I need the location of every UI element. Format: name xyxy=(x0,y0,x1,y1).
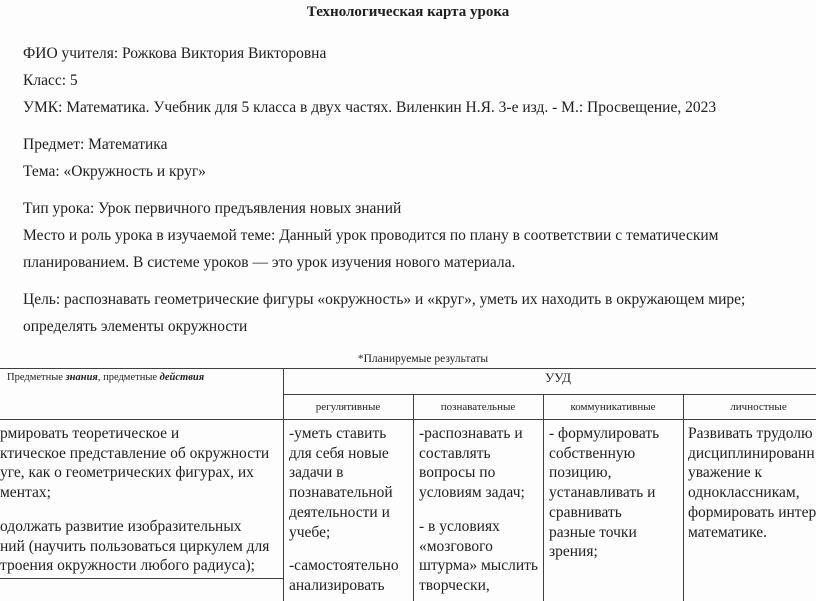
header-subject-knowledge: Предметные знания, предметные действия xyxy=(7,371,279,385)
paragraph: - в условиях «мозгового штурма» мыслить тво… xyxy=(419,517,549,596)
paragraph: -уметь ставить для себя новые задачи в позн… xyxy=(289,424,419,542)
column-divider-3 xyxy=(543,394,544,601)
column-divider-2 xyxy=(413,394,414,601)
column-divider-1 xyxy=(283,368,284,601)
goal-line-1: Цель: распознавать геометрические фигуры… xyxy=(23,291,746,308)
text-line: ментах; xyxy=(0,484,51,502)
text-line: -уметь ставить xyxy=(289,425,387,442)
lesson-place-line-2: планированием. В системе уроков — это ур… xyxy=(23,254,516,271)
text-line: ктическое представление об окружности xyxy=(0,444,270,462)
text-line: составлять xyxy=(419,444,491,462)
text-line: математике. xyxy=(688,523,767,541)
text-line: творчески, xyxy=(419,576,490,594)
text-line: разные точки xyxy=(549,523,637,541)
text-line: одолжать развитие изобразительных xyxy=(0,517,242,535)
cell-subject-knowledge: рмировать теоретическое и ктическое предс… xyxy=(0,424,281,590)
subheader-cognitive: познавательные xyxy=(440,401,516,413)
text-line: - в условиях xyxy=(419,517,500,535)
umk-line: УМК: Математика. Учебник для 5 класса в … xyxy=(23,99,717,116)
column-divider-4 xyxy=(683,394,684,601)
header-text-emphasis-2: действия xyxy=(159,372,205,383)
topic-line: Тема: «Окружность и круг» xyxy=(23,163,206,180)
cell-regulative-uud: -уметь ставить для себя новые задачи в позн… xyxy=(289,424,419,601)
cell-cognitive-uud: -распознавать и составлять вопросы по услов… xyxy=(419,424,549,601)
paragraph: - формулировать собственную позицию, устана… xyxy=(549,424,689,562)
text-line: одноклассникам, xyxy=(688,484,800,502)
paragraph: Развивать трудолю дисциплинированн уважени… xyxy=(688,424,816,542)
header-uud: УУД xyxy=(545,370,571,385)
text-line: сравнивать xyxy=(549,503,622,521)
text-line: позицию, xyxy=(549,464,612,482)
lesson-info-block: ФИО учителя: Рожкова Виктория Викторовна… xyxy=(23,40,816,340)
lesson-place-line-1: Место и роль урока в изучаемой теме: Дан… xyxy=(23,227,719,244)
text-line: штурма» мыслить xyxy=(419,557,538,575)
text-line: деятельности и xyxy=(289,503,390,521)
paragraph: -самостоятельно анализировать xyxy=(289,556,419,595)
text-line: задачи в xyxy=(289,464,344,482)
table-top-border xyxy=(0,368,816,369)
header-text-normal-1: Предметные xyxy=(7,372,66,383)
text-line: уважение к xyxy=(688,464,763,482)
uud-header-bottom-border xyxy=(283,394,816,395)
paragraph: -распознавать и составлять вопросы по услов… xyxy=(419,424,549,503)
text-line: для себя новые xyxy=(289,444,389,462)
lesson-type-line: Тип урока: Урок первичного предъявления … xyxy=(23,200,402,217)
subheader-personal: личностные xyxy=(730,401,787,413)
text-line: формировать интер xyxy=(688,503,816,521)
subject-line: Предмет: Математика xyxy=(23,136,168,153)
paragraph: рмировать теоретическое и ктическое предс… xyxy=(0,424,281,503)
text-line: -распознавать и xyxy=(419,425,523,442)
class-line: Класс: 5 xyxy=(23,72,78,89)
text-line: «мозгового xyxy=(419,537,493,555)
text-line: - формулировать xyxy=(549,425,660,442)
goal-line-2: определять элементы окружности xyxy=(23,318,248,335)
text-line: троения окружности любого радиуса); xyxy=(0,557,255,575)
text-line: учебе; xyxy=(289,523,331,541)
cell-communicative-uud: - формулировать собственную позицию, устана… xyxy=(549,424,689,576)
header-row-bottom-border xyxy=(0,419,816,420)
subject-cell-bottom-border xyxy=(0,578,283,579)
text-line: ний (научить пользоваться циркулем для xyxy=(0,537,270,555)
paragraph: одолжать развитие изобразительных ний (на… xyxy=(0,517,281,576)
text-line: дисциплинированн xyxy=(688,444,815,462)
text-line: зрения; xyxy=(549,543,598,561)
planned-results-caption: *Планируемые результаты xyxy=(357,353,489,365)
text-line: рмировать теоретическое и xyxy=(0,425,180,442)
text-line: уге, как о геометрических фигурах, их xyxy=(0,464,254,482)
text-line: собственную xyxy=(549,444,636,462)
header-text-normal-2: , предметные xyxy=(97,372,160,383)
header-text-emphasis-1: знания xyxy=(65,372,98,383)
text-line: анализировать xyxy=(289,576,385,594)
text-line: вопросы по xyxy=(419,464,496,482)
subheader-communicative: коммуникативные xyxy=(570,401,656,413)
subheader-regulative: регулятивные xyxy=(315,401,381,413)
text-line: познавательной xyxy=(289,484,393,502)
text-line: устанавливать и xyxy=(549,484,656,502)
text-line: -самостоятельно xyxy=(289,557,399,575)
cell-personal-uud: Развивать трудолю дисциплинированн уважени… xyxy=(688,424,816,556)
text-line: Развивать трудолю xyxy=(688,425,813,442)
text-line: условиям задач; xyxy=(419,484,525,502)
teacher-name-line: ФИО учителя: Рожкова Виктория Викторовна xyxy=(23,45,327,62)
document-title: Технологическая карта урока xyxy=(306,4,510,20)
